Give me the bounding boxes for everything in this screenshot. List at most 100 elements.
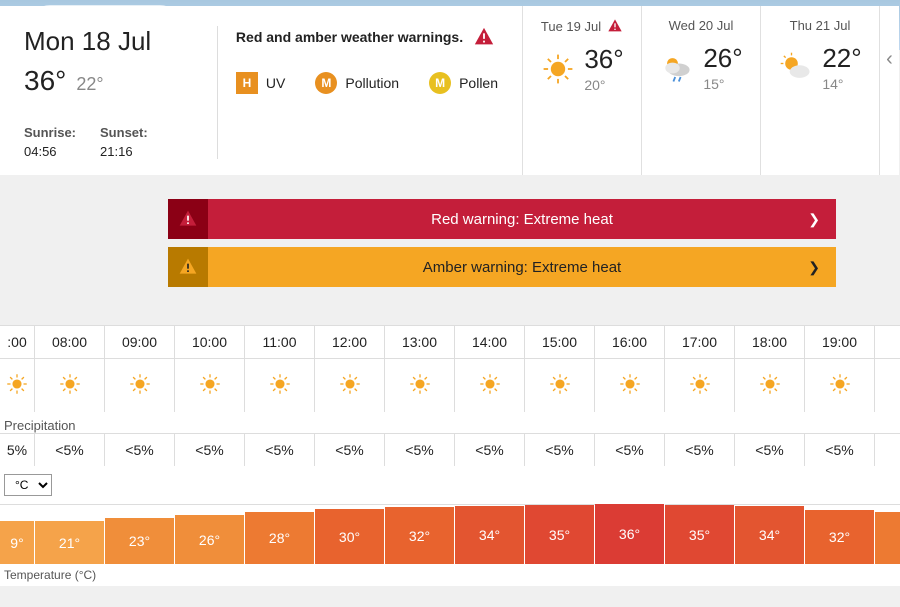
warning-triangle-icon bbox=[473, 26, 495, 48]
hour-icon-cell bbox=[735, 359, 805, 412]
env-badges: H UV M Pollution M Pollen bbox=[236, 72, 498, 94]
unit-select-dropdown[interactable]: °C bbox=[4, 474, 52, 496]
forecast-day-next[interactable]: ‹ bbox=[879, 6, 899, 175]
day-label: Wed 20 Jul bbox=[669, 18, 734, 33]
hour-temp-bar-cell: 9° bbox=[0, 521, 35, 564]
sunny-icon bbox=[540, 51, 576, 87]
spacer bbox=[0, 295, 900, 325]
warning-text: Red and amber weather warnings. bbox=[236, 29, 463, 45]
hour-temp-bar-cell: 32° bbox=[385, 507, 455, 564]
hour-temp-bar-cell: 34° bbox=[735, 506, 805, 564]
partly-cloudy-icon bbox=[778, 50, 814, 86]
temp-bar: 32° bbox=[385, 507, 454, 564]
forecast-day-tue[interactable]: Tue 19 Jul 36° 20° bbox=[522, 6, 641, 175]
day-low: 15° bbox=[703, 76, 742, 92]
hour-time-cell[interactable]: 19:00 bbox=[805, 326, 875, 358]
temp-bar: 26° bbox=[175, 515, 244, 564]
alert-body: Amber warning: Extreme heat ❯ bbox=[208, 247, 836, 287]
hour-icon-cell bbox=[315, 359, 385, 412]
hour-icon-cell bbox=[35, 359, 105, 412]
warning-triangle-icon bbox=[607, 18, 623, 34]
hour-temp-bar-cell: 26° bbox=[175, 515, 245, 564]
sunrise-label: Sunrise: bbox=[24, 125, 76, 140]
hourly-forecast: :0008:0009:0010:0011:0012:0013:0014:0015… bbox=[0, 325, 900, 586]
alerts-section: Red warning: Extreme heat ❯ Amber warnin… bbox=[168, 199, 836, 287]
light-rain-icon bbox=[659, 50, 695, 86]
precip-label: Precipitation bbox=[0, 412, 900, 433]
forecast-strip: Tue 19 Jul 36° 20° Wed 20 Jul 26° 15° bbox=[522, 6, 899, 175]
day-low: 20° bbox=[584, 77, 623, 93]
alert-icon-box bbox=[168, 199, 208, 239]
temp-bar bbox=[875, 512, 900, 564]
uv-badge-icon: H bbox=[236, 72, 258, 94]
hour-time-cell[interactable]: 18:00 bbox=[735, 326, 805, 358]
hour-time-cell[interactable]: 08:00 bbox=[35, 326, 105, 358]
sunrise-block: Sunrise: 04:56 bbox=[24, 125, 76, 159]
hour-precip-cell: <5% bbox=[105, 434, 175, 466]
temp-bar: 34° bbox=[455, 506, 524, 564]
today-high: 36° bbox=[24, 65, 66, 97]
sunset-value: 21:16 bbox=[100, 144, 148, 159]
hour-time-cell[interactable]: 09:00 bbox=[105, 326, 175, 358]
sun-times: Sunrise: 04:56 Sunset: 21:16 bbox=[24, 125, 199, 159]
hour-temp-bar-cell bbox=[875, 512, 900, 564]
temp-bar: 9° bbox=[0, 521, 34, 564]
hour-icon-cell bbox=[175, 359, 245, 412]
header-row: Mon 18 Jul 36° 22° Sunrise: 04:56 Sunset… bbox=[0, 0, 900, 175]
warning-line[interactable]: Red and amber weather warnings. bbox=[236, 26, 498, 48]
hour-icon-cell bbox=[665, 359, 735, 412]
hour-precip-cell: <5% bbox=[735, 434, 805, 466]
pollen-badge[interactable]: M Pollen bbox=[429, 72, 498, 94]
today-date: Mon 18 Jul bbox=[24, 26, 199, 57]
unit-selector[interactable]: °C bbox=[4, 474, 900, 496]
hour-precip-row: 5%<5%<5%<5%<5%<5%<5%<5%<5%<5%<5%<5%<5% bbox=[0, 433, 900, 466]
forecast-day-thu[interactable]: Thu 21 Jul 22° 14° bbox=[760, 6, 879, 175]
hour-precip-cell: <5% bbox=[595, 434, 665, 466]
alert-amber[interactable]: Amber warning: Extreme heat ❯ bbox=[168, 247, 836, 287]
alert-text: Red warning: Extreme heat bbox=[431, 211, 613, 228]
hour-time-cell[interactable]: 16:00 bbox=[595, 326, 665, 358]
hour-temp-bar-cell: 30° bbox=[315, 509, 385, 564]
hour-time-cell[interactable]: 2 bbox=[875, 326, 900, 358]
hour-precip-cell: <5% bbox=[805, 434, 875, 466]
alert-red[interactable]: Red warning: Extreme heat ❯ bbox=[168, 199, 836, 239]
uv-label: UV bbox=[266, 75, 285, 91]
hour-icon-cell bbox=[105, 359, 175, 412]
hour-temp-bar-cell: 28° bbox=[245, 512, 315, 564]
hour-time-cell[interactable]: 14:00 bbox=[455, 326, 525, 358]
sunset-block: Sunset: 21:16 bbox=[100, 125, 148, 159]
hour-precip-cell: <5% bbox=[385, 434, 455, 466]
hour-temp-bar-cell: 36° bbox=[595, 504, 665, 564]
hour-precip-cell: <5% bbox=[175, 434, 245, 466]
hour-time-cell[interactable]: 15:00 bbox=[525, 326, 595, 358]
hour-temp-bar-cell: 35° bbox=[665, 505, 735, 564]
hour-icon-cell bbox=[0, 359, 35, 412]
forecast-day-wed[interactable]: Wed 20 Jul 26° 15° bbox=[641, 6, 760, 175]
sunset-label: Sunset: bbox=[100, 125, 148, 140]
day-high: 22° bbox=[822, 43, 861, 74]
temp-bar: 32° bbox=[805, 510, 874, 564]
hour-time-cell[interactable]: 10:00 bbox=[175, 326, 245, 358]
hour-time-cell[interactable]: 13:00 bbox=[385, 326, 455, 358]
hour-temp-bar-cell: 32° bbox=[805, 510, 875, 564]
temp-axis-label: Temperature (°C) bbox=[0, 564, 900, 586]
chevron-right-icon: ❯ bbox=[808, 211, 820, 228]
hour-icons-row bbox=[0, 358, 900, 412]
today-summary: Mon 18 Jul 36° 22° Sunrise: 04:56 Sunset… bbox=[24, 26, 199, 159]
hour-precip-cell: <5% bbox=[525, 434, 595, 466]
hour-icon-cell bbox=[595, 359, 665, 412]
today-temps: 36° 22° bbox=[24, 65, 199, 97]
hour-precip-cell: <5% bbox=[665, 434, 735, 466]
hour-time-cell[interactable]: :00 bbox=[0, 326, 35, 358]
hour-precip-cell: <5% bbox=[35, 434, 105, 466]
hour-time-cell[interactable]: 11:00 bbox=[245, 326, 315, 358]
hour-temp-bar-cell: 21° bbox=[35, 521, 105, 564]
hour-time-cell[interactable]: 12:00 bbox=[315, 326, 385, 358]
today-low: 22° bbox=[76, 74, 103, 95]
pollution-badge[interactable]: M Pollution bbox=[315, 72, 399, 94]
temp-bar: 28° bbox=[245, 512, 314, 564]
hour-time-cell[interactable]: 17:00 bbox=[665, 326, 735, 358]
today-card: Mon 18 Jul 36° 22° Sunrise: 04:56 Sunset… bbox=[0, 6, 522, 175]
uv-badge[interactable]: H UV bbox=[236, 72, 285, 94]
hour-icon-cell bbox=[455, 359, 525, 412]
